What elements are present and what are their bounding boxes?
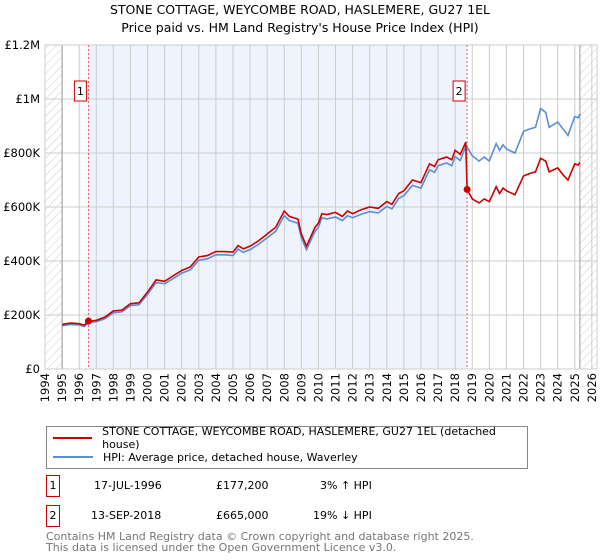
x-tick-label: 2012 [346, 373, 360, 402]
sale-row-1: 1 17-JUL-1996 £177,200 3% ↑ HPI [46, 475, 446, 497]
x-tick-label: 2004 [209, 373, 223, 402]
legend-label-property: STONE COTTAGE, WEYCOMBE ROAD, HASLEMERE,… [102, 425, 496, 451]
x-tick-label: 1999 [123, 373, 137, 402]
y-tick-label: £200K [3, 308, 40, 322]
sale-row-2: 2 13-SEP-2018 £665,000 19% ↓ HPI [46, 505, 446, 527]
sale-marker-label: 2 [456, 85, 463, 98]
x-tick-label: 2014 [380, 373, 394, 402]
x-tick-label: 2008 [277, 373, 291, 402]
chart-title-line2: Price paid vs. HM Land Registry's House … [121, 20, 479, 35]
x-tick-label: 2016 [414, 373, 428, 402]
y-tick-label: £800K [3, 146, 40, 160]
legend-label-hpi: HPI: Average price, detached house, Wave… [103, 450, 358, 464]
legend-item-property: STONE COTTAGE, WEYCOMBE ROAD, HASLEMERE,… [53, 425, 527, 451]
x-tick-label: 2026 [585, 373, 599, 402]
x-tick-label: 2011 [329, 373, 343, 402]
y-tick-label: £600K [3, 200, 40, 214]
x-tick-label: 2015 [397, 373, 411, 402]
y-tick-label: £1M [15, 92, 40, 106]
x-tick-label: 2017 [431, 373, 445, 402]
sale-price: £177,200 [216, 479, 269, 492]
x-tick-label: 2003 [192, 373, 206, 402]
x-tick-label: 2025 [568, 373, 582, 402]
x-tick-label: 1998 [106, 373, 120, 402]
x-tick-label: 2019 [465, 373, 479, 402]
y-tick-label: £400K [3, 254, 40, 268]
sale-marker-badge: 1 [46, 475, 60, 497]
x-tick-label: 2021 [499, 373, 513, 402]
x-tick-label: 1997 [89, 373, 103, 402]
y-tick-label: £1.2M [4, 38, 40, 52]
x-tick-label: 2009 [294, 373, 308, 402]
legend-item-hpi: HPI: Average price, detached house, Wave… [53, 448, 358, 466]
chart-title-line1: STONE COTTAGE, WEYCOMBE ROAD, HASLEMERE,… [109, 2, 491, 17]
x-tick-label: 1994 [38, 373, 52, 402]
x-tick-label: 2001 [158, 373, 172, 402]
footer-copyright: Contains HM Land Registry data © Crown c… [46, 530, 474, 543]
sale-date: 17-JUL-1996 [94, 479, 162, 492]
x-tick-label: 2018 [448, 373, 462, 402]
x-tick-label: 2000 [141, 373, 155, 402]
sale-price: £665,000 [216, 509, 269, 522]
sale-marker-badge: 2 [46, 505, 60, 527]
x-tick-label: 2024 [551, 373, 565, 402]
x-tick-label: 2010 [311, 373, 325, 402]
x-tick-label: 1995 [55, 373, 69, 402]
sale-date: 13-SEP-2018 [91, 509, 162, 522]
sale-point [84, 317, 92, 325]
x-tick-label: 2002 [175, 373, 189, 402]
x-tick-label: 2005 [226, 373, 240, 402]
x-tick-label: 2022 [517, 373, 531, 402]
legend: STONE COTTAGE, WEYCOMBE ROAD, HASLEMERE,… [46, 425, 528, 469]
legend-swatch-hpi [53, 456, 93, 458]
sale-point [463, 185, 471, 193]
y-tick-label: £0 [25, 362, 40, 376]
sale-hpi-diff: 19% ↓ HPI [313, 509, 372, 522]
plot-border [44, 44, 598, 370]
footer-licence: This data is licensed under the Open Gov… [46, 541, 397, 554]
price-chart: 1994 1995 1996 1997 1998 1999 2000 2001 2002 2003… [3, 38, 599, 402]
x-tick-label: 2006 [243, 373, 257, 402]
x-tick-label: 2007 [260, 373, 274, 402]
series-line-hpi [61, 107, 581, 328]
sale-marker-label: 1 [77, 85, 84, 98]
series-line-property [61, 141, 581, 327]
legend-swatch-property [53, 437, 93, 439]
sale-marker-box [73, 80, 87, 102]
x-tick-label: 1996 [72, 373, 86, 402]
x-tick-label: 2020 [482, 373, 496, 402]
sale-hpi-diff: 3% ↑ HPI [320, 479, 372, 492]
x-tick-label: 2013 [363, 373, 377, 402]
x-tick-label: 2023 [534, 373, 548, 402]
sale-marker-box [452, 80, 466, 102]
